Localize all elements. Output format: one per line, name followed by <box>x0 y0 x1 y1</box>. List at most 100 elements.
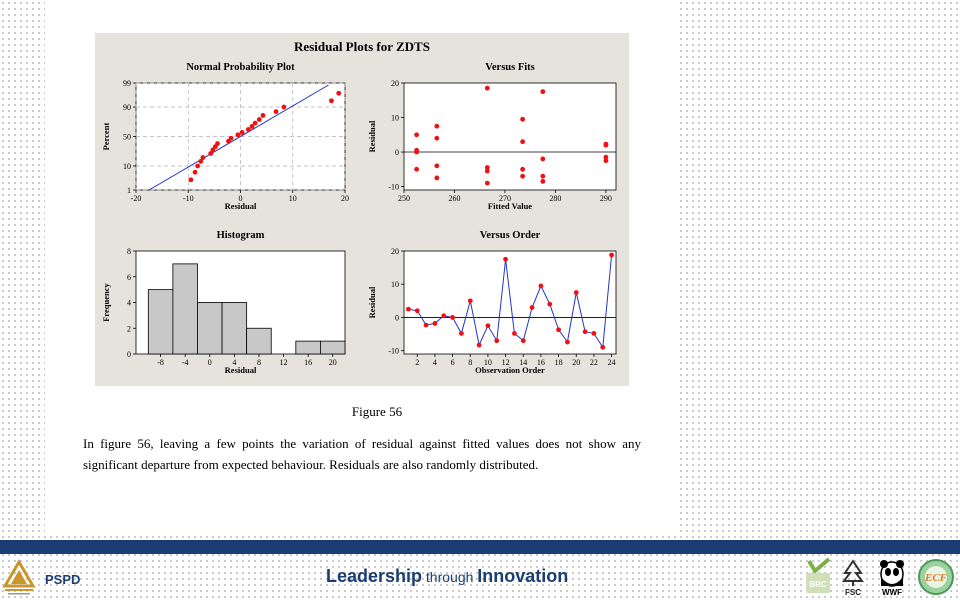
npp-point <box>228 135 234 141</box>
ecf-logo-icon: ECF <box>918 559 954 595</box>
npp-point <box>329 98 334 104</box>
unit-label: PSPD <box>45 572 81 587</box>
fits-ytick-label: 10 <box>391 114 399 123</box>
order-xtick-label: 24 <box>608 358 616 367</box>
hist-bar <box>320 340 346 355</box>
svg-text:BRC: BRC <box>809 580 827 589</box>
npp-point <box>273 109 279 115</box>
hist-xtick-label: -8 <box>157 358 164 367</box>
order-xlabel: Observation Order <box>475 365 545 375</box>
hist-bar <box>197 302 223 355</box>
order-point <box>520 338 526 344</box>
order-point <box>406 306 411 312</box>
hist-xtick-label: 8 <box>257 358 261 367</box>
order-xtick-label: 20 <box>572 358 580 367</box>
fits-point <box>520 116 526 122</box>
order-xtick-label: 8 <box>468 358 472 367</box>
order-point <box>459 331 464 336</box>
order-point <box>467 298 473 304</box>
fits-point <box>484 165 490 170</box>
order-point <box>565 339 570 345</box>
fits-ylabel: Residual <box>367 120 377 152</box>
order-point <box>503 256 508 262</box>
itc-logo-icon <box>2 559 36 595</box>
order-point <box>485 323 491 329</box>
wwf-panda-logo-icon: WWF <box>880 560 904 597</box>
order-point <box>600 344 606 350</box>
npp-point <box>215 141 220 146</box>
fits-point <box>484 85 490 91</box>
order-ylabel: Residual <box>367 286 377 318</box>
npp-point <box>192 169 198 175</box>
hist-ytick-label: 8 <box>127 247 131 256</box>
npp-point <box>188 177 194 183</box>
hist-bar <box>147 289 174 355</box>
npp-point <box>239 130 245 135</box>
npp-point <box>235 132 241 138</box>
hist-xlabel: Residual <box>225 365 257 375</box>
hist-xtick-label: 4 <box>232 358 236 367</box>
hist-bar <box>246 327 272 355</box>
fits-point <box>603 154 609 160</box>
hist-bar <box>172 263 198 355</box>
fits-point <box>520 166 526 172</box>
npp-ytick-label: 10 <box>123 162 131 171</box>
npp-point <box>245 127 251 132</box>
npp-ytick-label: 90 <box>123 103 131 112</box>
fits-point <box>434 135 440 141</box>
order-ytick-label: 10 <box>391 280 399 289</box>
npp-ytick-label: 50 <box>123 133 131 142</box>
hist-ytick-label: 4 <box>127 299 131 308</box>
order-xtick-label: 4 <box>433 358 437 367</box>
npp-point <box>195 163 201 169</box>
npp-xtick-label: 20 <box>341 194 349 203</box>
npp-point <box>198 158 204 164</box>
npp-ylabel: Percent <box>101 122 111 150</box>
fits-point <box>603 141 609 147</box>
tagline: Leadership through Innovation <box>326 566 568 587</box>
hist-ytick-label: 0 <box>127 350 131 359</box>
order-xtick-label: 2 <box>415 358 419 367</box>
fits-plot-area <box>403 82 617 191</box>
npp-xtick-label: -20 <box>131 194 142 203</box>
npp-fit-line <box>148 84 329 191</box>
hist-xtick-label: 20 <box>329 358 337 367</box>
tagline-lead: Leadership <box>326 566 423 586</box>
order-point <box>423 322 429 328</box>
fits-point <box>540 173 546 179</box>
order-xtick-label: 22 <box>590 358 598 367</box>
hist-bar <box>295 340 321 355</box>
fits-point <box>540 178 546 184</box>
order-point <box>556 327 561 333</box>
order-ytick-label: 0 <box>395 313 399 322</box>
figure-main-title: Residual Plots for ZDTS <box>294 39 430 54</box>
tagline-mid: through <box>422 569 478 585</box>
npp-point <box>256 117 262 122</box>
fits-ytick-label: 20 <box>391 79 399 88</box>
fits-xtick-label: 250 <box>398 194 410 203</box>
figure-description: In figure 56, leaving a few points the v… <box>83 436 641 472</box>
brc-logo-icon: BRC <box>806 557 831 593</box>
hist-xtick-label: -4 <box>182 358 189 367</box>
npp-point <box>200 155 206 160</box>
fits-point <box>414 132 420 138</box>
footer-band <box>0 540 960 554</box>
order-xtick-label: 18 <box>555 358 563 367</box>
fits-xlabel: Fitted Value <box>488 201 532 211</box>
order-plot-area <box>403 250 617 355</box>
svg-text:WWF: WWF <box>882 588 902 597</box>
svg-text:ECF: ECF <box>924 572 948 584</box>
order-xtick-label: 12 <box>502 358 510 367</box>
order-xtick-label: 16 <box>537 358 545 367</box>
fits-point <box>414 166 420 172</box>
order-point <box>494 338 500 344</box>
order-point <box>441 313 447 319</box>
fits-xtick-label: 290 <box>600 194 612 203</box>
hist-ytick-label: 2 <box>127 324 131 333</box>
order-xtick-label: 10 <box>484 358 492 367</box>
order-title: Versus Order <box>480 230 541 241</box>
order-point <box>414 308 420 314</box>
npp-xtick-label: 10 <box>289 194 297 203</box>
fits-xtick-label: 270 <box>499 194 511 203</box>
